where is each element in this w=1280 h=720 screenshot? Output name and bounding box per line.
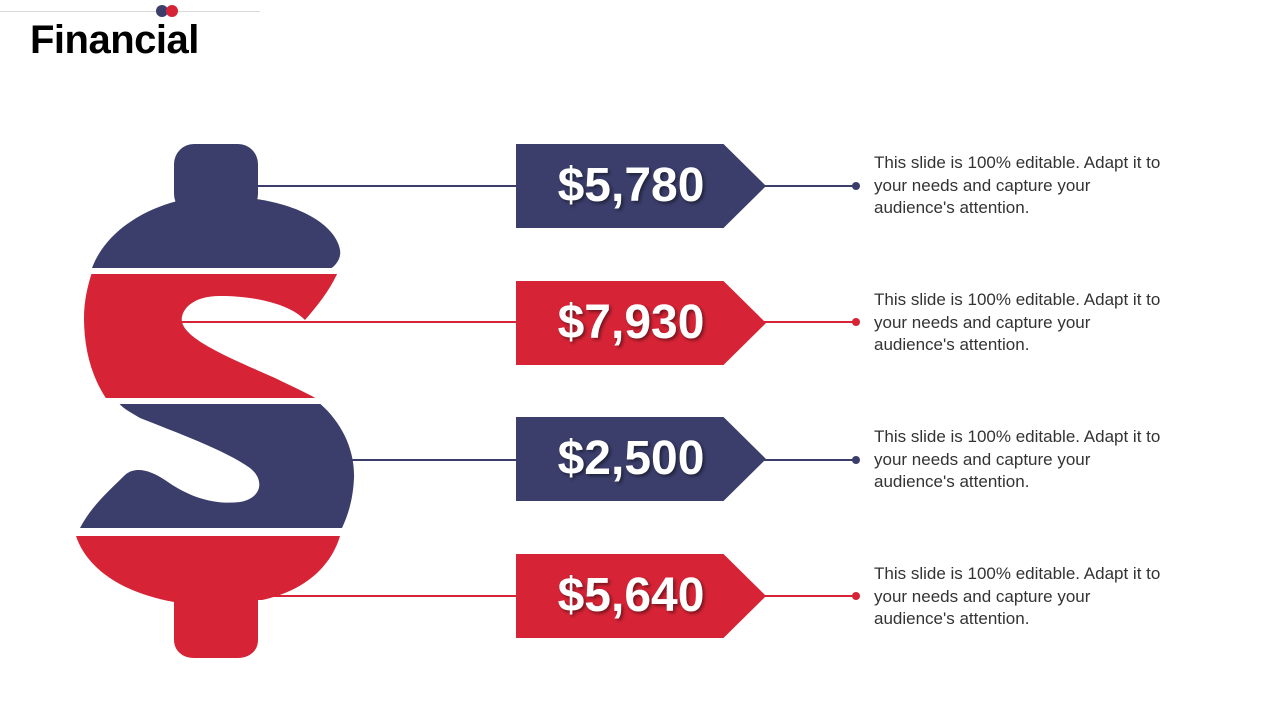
- dollar-top-band: [92, 144, 341, 268]
- dollar-bottom-band: [76, 536, 340, 658]
- dollar-lower-mid-band: [80, 404, 355, 528]
- value-tag-3: $2,500: [516, 417, 766, 501]
- slide-title: Financial: [30, 18, 199, 62]
- red-dot-icon: [166, 5, 178, 17]
- value-tag-1: $5,780: [516, 144, 766, 228]
- description-4: This slide is 100% editable. Adapt it to…: [874, 564, 1161, 628]
- header-divider: [0, 11, 260, 12]
- description-2: This slide is 100% editable. Adapt it to…: [874, 290, 1161, 354]
- endpoint-dot-1: [852, 182, 860, 190]
- endpoint-dot-2: [852, 318, 860, 326]
- dollar-upper-mid-band: [84, 274, 338, 398]
- value-tag-4: $5,640: [516, 554, 766, 638]
- value-label-4: $5,640: [557, 569, 705, 622]
- description-1: This slide is 100% editable. Adapt it to…: [874, 153, 1161, 217]
- value-label-3: $2,500: [557, 432, 705, 485]
- endpoint-dot-3: [852, 456, 860, 464]
- value-label-1: $5,780: [557, 159, 705, 212]
- endpoint-dot-4: [852, 592, 860, 600]
- value-label-2: $7,930: [557, 296, 705, 349]
- description-3: This slide is 100% editable. Adapt it to…: [874, 427, 1161, 491]
- navy-dot-icon: [156, 5, 168, 17]
- value-tag-2: $7,930: [516, 281, 766, 365]
